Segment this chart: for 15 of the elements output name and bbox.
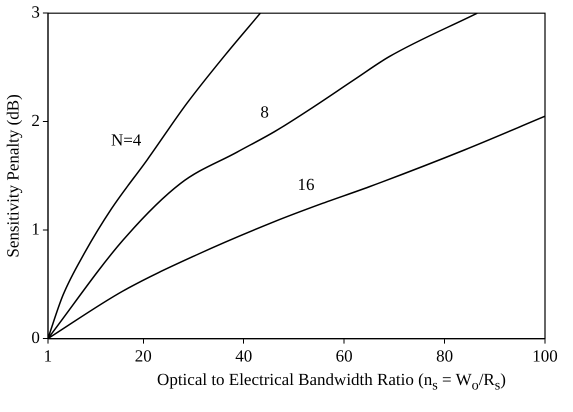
x-tick-label: 80	[436, 346, 454, 366]
series-label: N=4	[110, 130, 142, 150]
series-label: 8	[260, 102, 269, 122]
y-tick-label: 0	[31, 328, 40, 348]
y-tick-label: 3	[31, 2, 40, 22]
x-tick-label: 1	[44, 346, 52, 366]
series-label: 16	[298, 175, 315, 194]
x-tick-label: 40	[235, 346, 252, 366]
x-tick-label: 100	[532, 346, 558, 366]
y-tick-label: 1	[31, 220, 40, 239]
y-tick-label: 2	[31, 111, 40, 130]
x-tick-label: 60	[336, 346, 353, 366]
x-tick-label: 20	[134, 346, 152, 366]
x-axis-title: Optical to Electrical Bandwidth Ratio (n$_{s}$ = W$_{o}$/R$_{s}$)	[156, 370, 507, 394]
y-axis-title: Sensitivity Penalty (dB)	[4, 94, 23, 258]
